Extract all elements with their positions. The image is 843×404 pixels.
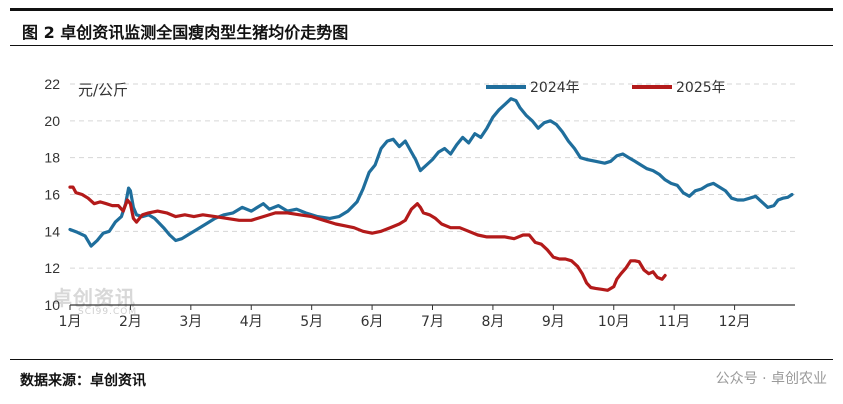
y-tick-label: 14 (44, 223, 60, 239)
x-tick-label: 10月 (598, 314, 630, 330)
series-line-0 (68, 97, 794, 248)
x-tick-label: 2月 (119, 314, 142, 330)
data-source: 数据来源：卓创资讯 (20, 373, 146, 389)
x-tick-label: 8月 (481, 314, 504, 330)
x-tick-label: 11月 (658, 314, 690, 330)
x-tick-label: 9月 (542, 314, 565, 330)
legend-label-1: 2025年 (676, 80, 726, 96)
watermark-cn: 卓创资讯 (52, 286, 136, 310)
legend-label-0: 2024年 (530, 80, 580, 96)
watermark-logo: 卓创资讯 SCI99.COM (52, 282, 137, 317)
chart-header: 图 2 卓创资讯监测全国瘦肉型生猪均价走势图 (10, 8, 833, 46)
series-line-1 (68, 185, 667, 292)
x-tick-label: 7月 (421, 314, 444, 330)
wechat-watermark: 公众号 · 卓创农业 (715, 371, 827, 387)
x-tick-label: 5月 (300, 314, 323, 330)
x-tick-label: 1月 (59, 314, 82, 330)
y-tick-label: 18 (44, 150, 60, 166)
chart-title: 图 2 卓创资讯监测全国瘦肉型生猪均价走势图 (22, 23, 349, 42)
chart-footer: 数据来源：卓创资讯 公众号 · 卓创农业 (10, 359, 833, 395)
x-tick-label: 4月 (240, 314, 263, 330)
y-tick-label: 20 (44, 113, 60, 129)
x-tick-label: 6月 (361, 314, 384, 330)
x-tick-label: 3月 (179, 314, 202, 330)
y-tick-label: 12 (44, 260, 60, 276)
x-tick-label: 12月 (719, 314, 751, 330)
y-tick-label: 10 (44, 297, 60, 313)
y-tick-label: 22 (44, 76, 60, 92)
watermark-en: SCI99.COM (78, 307, 138, 317)
y-tick-label: 16 (44, 187, 60, 203)
y-axis-unit-label: 元/公斤 (78, 81, 128, 99)
